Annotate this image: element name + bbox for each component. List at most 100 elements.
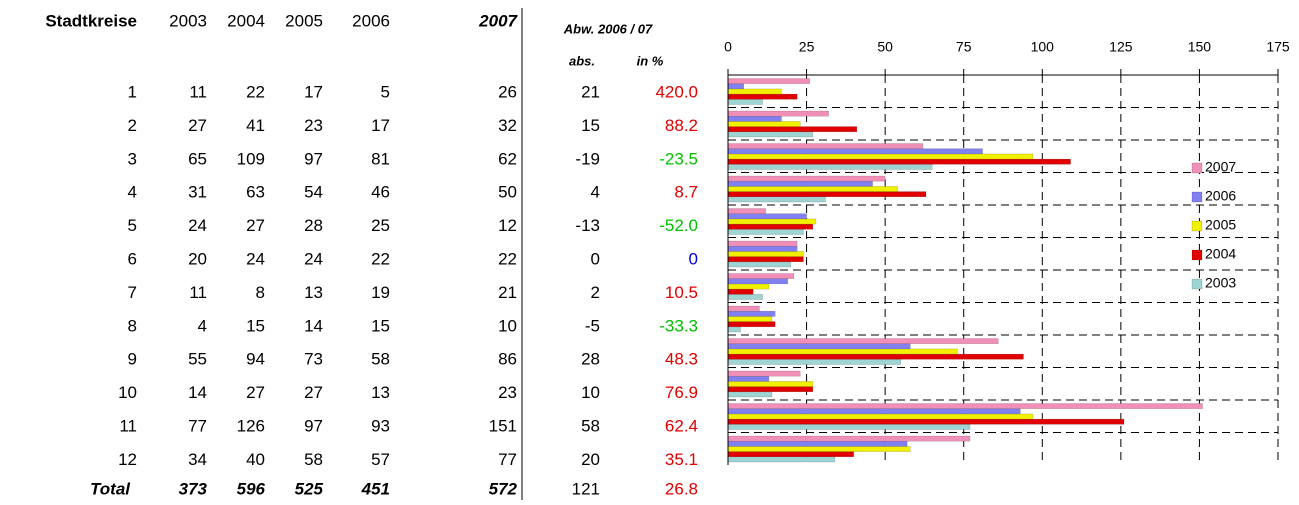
abs-cell: -5: [585, 316, 600, 335]
bar: [727, 186, 898, 192]
pct-cell: 0: [689, 249, 698, 268]
abs-cell: -19: [575, 149, 600, 168]
cell: 5: [381, 82, 390, 101]
cell: 32: [498, 116, 517, 135]
bar: [727, 451, 854, 458]
cell: 14: [304, 316, 323, 335]
total-abs: 121: [572, 479, 600, 498]
cell: 17: [371, 116, 390, 135]
bar: [727, 126, 858, 133]
legend-label: 2004: [1205, 246, 1236, 262]
bar: [727, 278, 788, 285]
pct-header: in %: [637, 53, 664, 68]
bar: [727, 348, 958, 355]
cell: 8: [256, 283, 265, 302]
bar: [727, 446, 911, 452]
bar: [727, 370, 801, 377]
abs-cell: 28: [581, 350, 600, 369]
total-cell: 451: [361, 479, 390, 498]
bar: [727, 353, 1024, 360]
cell: 58: [304, 450, 323, 469]
cell: 27: [304, 383, 323, 402]
x-tick-label: 50: [877, 39, 893, 55]
bar: [727, 435, 971, 442]
bar: [727, 403, 1203, 409]
bar: [727, 418, 1125, 425]
abs-cell: 20: [581, 450, 600, 469]
legend-swatch: [1191, 162, 1203, 174]
bar: [727, 408, 1021, 415]
pct-cell: -33.3: [659, 316, 698, 335]
row-label: 4: [128, 183, 137, 202]
total-cell: 596: [237, 479, 266, 498]
cell: 13: [371, 383, 390, 402]
bar: [727, 321, 776, 328]
cell: 13: [304, 283, 323, 302]
row-label: 11: [119, 416, 137, 435]
cell: 50: [498, 183, 517, 202]
cell: 23: [498, 383, 517, 402]
abs-cell: 58: [581, 416, 600, 435]
cell: 15: [246, 316, 265, 335]
bar: [727, 115, 782, 122]
cell: 27: [246, 216, 265, 235]
cell: 25: [371, 216, 390, 235]
abs-header: abs.: [569, 53, 595, 68]
bar: [727, 316, 773, 322]
x-tick-label: 75: [956, 39, 972, 55]
bar: [727, 391, 773, 398]
cell: 94: [246, 350, 265, 369]
cell: 54: [304, 183, 323, 202]
bar: [727, 424, 971, 430]
cell: 73: [304, 350, 323, 369]
bar: [727, 326, 741, 333]
bar: [727, 305, 760, 312]
x-tick-label: 100: [1031, 39, 1055, 55]
cell: 11: [189, 82, 207, 101]
row-label: 5: [128, 216, 137, 235]
bar: [727, 283, 770, 290]
cell: 97: [304, 416, 323, 435]
year-header: 2007: [478, 11, 518, 30]
cell: 26: [498, 82, 517, 101]
cell: 57: [371, 450, 390, 469]
bar: [727, 251, 804, 257]
bar: [727, 223, 814, 230]
cell: 15: [371, 316, 390, 335]
bar: [727, 78, 810, 84]
pct-cell: 10.5: [665, 283, 698, 302]
bar: [727, 310, 776, 317]
x-tick-label: 25: [799, 39, 815, 55]
bar: [727, 218, 817, 225]
bar: [727, 131, 814, 138]
cell: 22: [498, 249, 517, 268]
cell: 151: [489, 416, 517, 435]
pct-cell: 48.3: [665, 350, 698, 369]
row-label: 9: [128, 350, 137, 369]
bar: [727, 88, 782, 95]
bar: [727, 273, 795, 279]
cell: 63: [246, 183, 265, 202]
bar: [727, 208, 766, 214]
bar: [727, 83, 744, 90]
bar: [727, 261, 792, 268]
abs-cell: 0: [591, 249, 600, 268]
pct-cell: 35.1: [665, 450, 698, 469]
cell: 22: [371, 249, 390, 268]
year-header: 2003: [169, 11, 207, 30]
year-header: 2005: [285, 11, 323, 30]
bar: [727, 99, 763, 105]
cell: 126: [237, 416, 265, 435]
table-header: Stadtkreise: [45, 11, 137, 30]
cell: 55: [188, 350, 207, 369]
bar: [727, 180, 873, 187]
abs-cell: 2: [591, 283, 600, 302]
total-pct: 26.8: [665, 479, 698, 498]
legend-label: 2003: [1205, 275, 1236, 291]
bar: [727, 153, 1034, 160]
bar: [727, 413, 1034, 420]
cell: 77: [188, 416, 207, 435]
row-label: 8: [128, 316, 137, 335]
x-tick-label: 125: [1109, 39, 1133, 55]
total-cell: 373: [179, 479, 208, 498]
